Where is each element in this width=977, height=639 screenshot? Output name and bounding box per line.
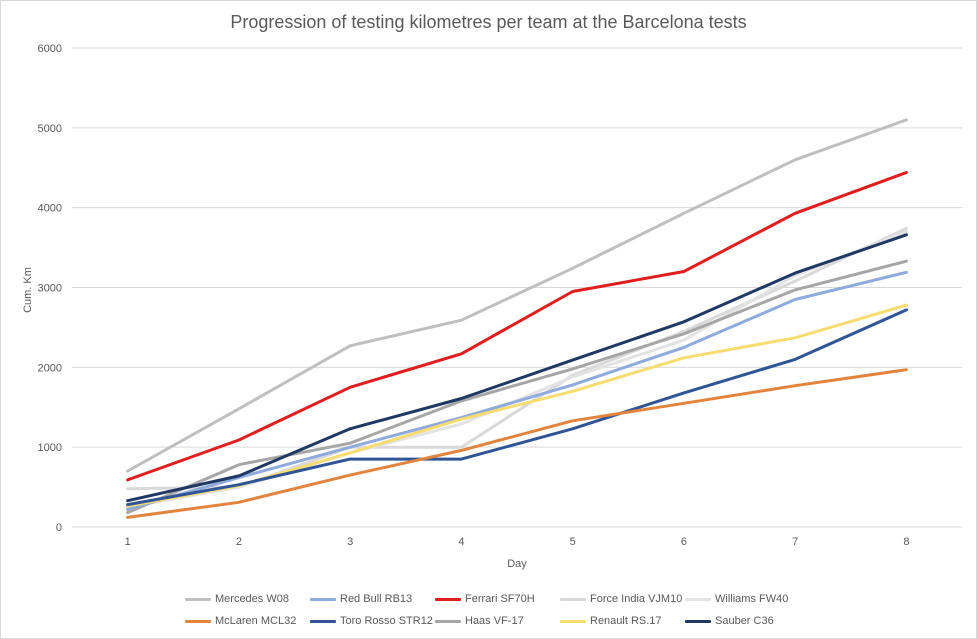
legend-label: Toro Rosso STR12 bbox=[340, 615, 433, 627]
legend-item: Mercedes W08 bbox=[185, 593, 310, 605]
legend-row: McLaren MCL32 Toro Rosso STR12 Haas VF-17 R… bbox=[185, 610, 825, 632]
legend-label: Renault RS.17 bbox=[590, 615, 662, 627]
series-line-haas-vf-17 bbox=[126, 259, 908, 515]
y-tick-label: 3000 bbox=[38, 283, 62, 295]
legend-label: Ferrari SF70H bbox=[465, 593, 535, 605]
y-axis-label: Cum. Km bbox=[22, 267, 34, 313]
y-tick-label: 0 bbox=[56, 522, 62, 534]
legend-item: Williams FW40 bbox=[685, 593, 810, 605]
series-line-force-india-vjm10 bbox=[126, 226, 908, 491]
legend-swatch bbox=[435, 619, 461, 623]
y-tick-label: 1000 bbox=[38, 442, 62, 454]
x-axis-label: Day bbox=[507, 558, 527, 570]
legend-item: McLaren MCL32 bbox=[185, 615, 310, 627]
legend-item: Force India VJM10 bbox=[560, 593, 685, 605]
legend-item: Haas VF-17 bbox=[435, 615, 560, 627]
legend-swatch bbox=[310, 619, 336, 623]
x-tick-label: 8 bbox=[903, 536, 909, 548]
x-tick-label: 2 bbox=[236, 536, 242, 548]
chart-title: Progression of testing kilometres per te… bbox=[230, 12, 747, 32]
legend-swatch bbox=[310, 597, 336, 601]
legend-label: McLaren MCL32 bbox=[215, 615, 297, 627]
legend-swatch bbox=[185, 597, 211, 601]
series-line-toro-rosso-str12 bbox=[126, 308, 908, 507]
legend-swatch bbox=[685, 597, 711, 601]
gridlines bbox=[72, 47, 962, 528]
series-line-mercedes-w08 bbox=[126, 118, 908, 473]
legend: Mercedes W08 Red Bull RB13 Ferrari SF70H Fo… bbox=[185, 588, 825, 632]
series-line-williams-fw40 bbox=[126, 230, 908, 509]
legend-label: Williams FW40 bbox=[715, 593, 789, 605]
series-line-ferrari-sf70h bbox=[126, 171, 908, 482]
legend-item: Ferrari SF70H bbox=[435, 593, 560, 605]
legend-item: Renault RS.17 bbox=[560, 615, 685, 627]
x-tick-label: 7 bbox=[792, 536, 798, 548]
series-line-red-bull-rb13 bbox=[126, 270, 908, 511]
series-line-mclaren-mcl32 bbox=[126, 368, 908, 519]
y-tick-label: 6000 bbox=[38, 43, 62, 55]
x-axis-ticks: 1 2 3 4 5 6 7 8 bbox=[125, 536, 910, 548]
legend-swatch bbox=[560, 597, 586, 601]
x-tick-label: 1 bbox=[125, 536, 131, 548]
legend-label: Haas VF-17 bbox=[465, 615, 524, 627]
series-lines bbox=[126, 118, 908, 519]
legend-swatch bbox=[435, 597, 461, 601]
legend-row: Mercedes W08 Red Bull RB13 Ferrari SF70H Fo… bbox=[185, 588, 825, 610]
y-tick-label: 5000 bbox=[38, 123, 62, 135]
legend-label: Force India VJM10 bbox=[590, 593, 683, 605]
x-tick-label: 3 bbox=[347, 536, 353, 548]
legend-label: Red Bull RB13 bbox=[340, 593, 413, 605]
x-tick-label: 6 bbox=[681, 536, 687, 548]
legend-item: Sauber C36 bbox=[685, 615, 810, 627]
y-tick-label: 2000 bbox=[38, 362, 62, 374]
legend-swatch bbox=[560, 619, 586, 623]
x-tick-label: 5 bbox=[570, 536, 576, 548]
plot-area: 0 1000 2000 3000 4000 5000 6000 1 2 3 4 5 6 7 8 Cum. … bbox=[22, 43, 962, 570]
y-tick-label: 4000 bbox=[38, 203, 62, 215]
legend-item: Red Bull RB13 bbox=[310, 593, 435, 605]
legend-label: Sauber C36 bbox=[715, 615, 774, 627]
legend-swatch bbox=[685, 619, 711, 623]
x-tick-label: 4 bbox=[458, 536, 464, 548]
legend-label: Mercedes W08 bbox=[215, 593, 289, 605]
y-axis-ticks: 0 1000 2000 3000 4000 5000 6000 bbox=[38, 43, 62, 534]
legend-item: Toro Rosso STR12 bbox=[310, 615, 435, 627]
legend-swatch bbox=[185, 619, 211, 623]
series-line-sauber-c36 bbox=[126, 233, 908, 503]
